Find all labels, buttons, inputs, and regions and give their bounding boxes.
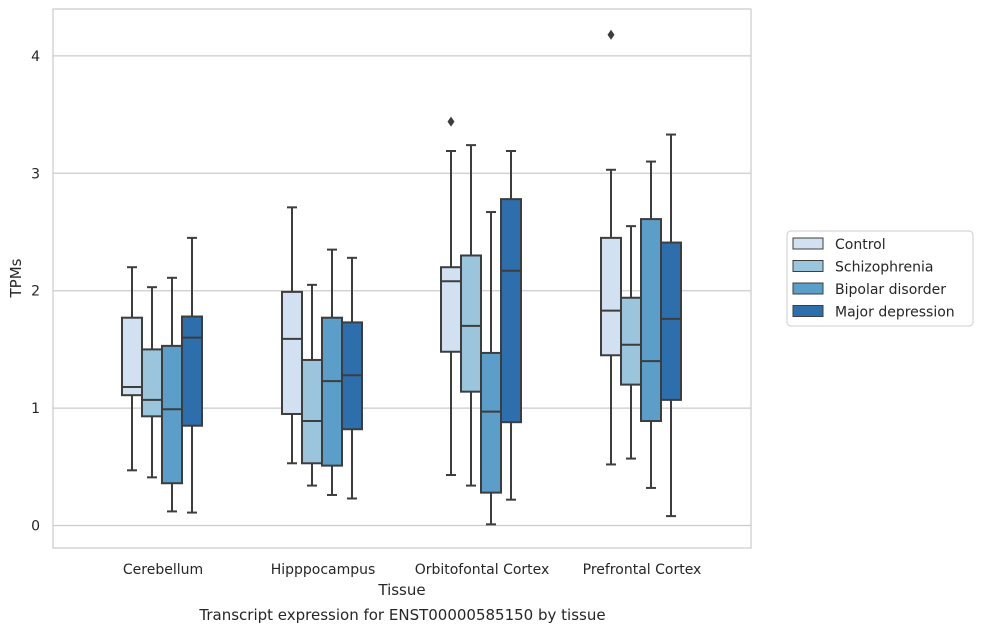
legend-frame [786,230,974,327]
box-bipolar-disorder [161,276,183,513]
box-iqr [181,315,203,427]
plot-area-frame [52,8,752,549]
box-iqr [161,344,183,485]
x-axis-ticks: Cerebellum Hipppocampus Orbitofontal Corte… [123,562,701,578]
box-iqr [281,290,303,415]
box-control [121,266,143,472]
y-tick-label: 4 [31,49,40,65]
box-iqr [141,348,163,418]
legend: Control Schizophrenia Bipolar disorder Majo… [786,230,974,327]
legend-swatch [792,237,824,250]
box-schizophrenia [460,144,482,487]
chart-caption: Transcript expression for ENST0000058515… [199,606,606,624]
box-iqr [600,236,622,357]
y-axis-ticks: 0 1 2 3 4 [31,49,40,535]
y-axis-label: TPMs [7,258,25,298]
box-groups [121,29,682,526]
box-iqr [480,351,502,494]
box-bipolar-disorder [640,160,662,489]
legend-label: Schizophrenia [835,260,933,276]
box-major-depression [341,256,363,500]
box-bipolar-disorder [321,248,343,496]
outlier-point [447,116,455,127]
y-tick-label: 1 [31,401,40,417]
box-control [440,116,462,477]
legend-label: Bipolar disorder [835,282,946,298]
legend-label: Major depression [835,305,955,321]
x-tick-label: Prefrontal Cortex [583,562,702,578]
box-iqr [440,266,462,353]
outlier-point [607,29,615,40]
box-schizophrenia [620,225,642,460]
box-bipolar-disorder [480,211,502,526]
box-iqr [460,254,482,393]
y-tick-label: 3 [31,166,40,182]
box-iqr [620,296,642,386]
y-tick-label: 2 [31,284,40,300]
box-iqr [640,218,662,423]
box-major-depression [660,133,682,518]
legend-swatch [792,282,824,295]
x-tick-label: Cerebellum [123,562,203,578]
legend-swatch [792,305,824,317]
y-tick-label: 0 [31,519,40,535]
box-schizophrenia [141,286,163,479]
box-major-depression [181,236,203,514]
x-axis-label: Tissue [377,581,425,599]
box-control [600,29,622,466]
box-iqr [121,316,143,397]
box-schizophrenia [301,283,323,487]
x-tick-label: Hipppocampus [271,562,376,578]
legend-swatch [792,260,824,272]
box-iqr [660,241,682,401]
box-iqr [500,198,522,424]
x-tick-label: Orbitofontal Cortex [415,562,550,578]
legend-label: Control [835,237,886,253]
box-iqr [321,316,343,467]
box-major-depression [500,149,522,501]
box-control [281,206,303,465]
box-iqr [301,358,323,465]
